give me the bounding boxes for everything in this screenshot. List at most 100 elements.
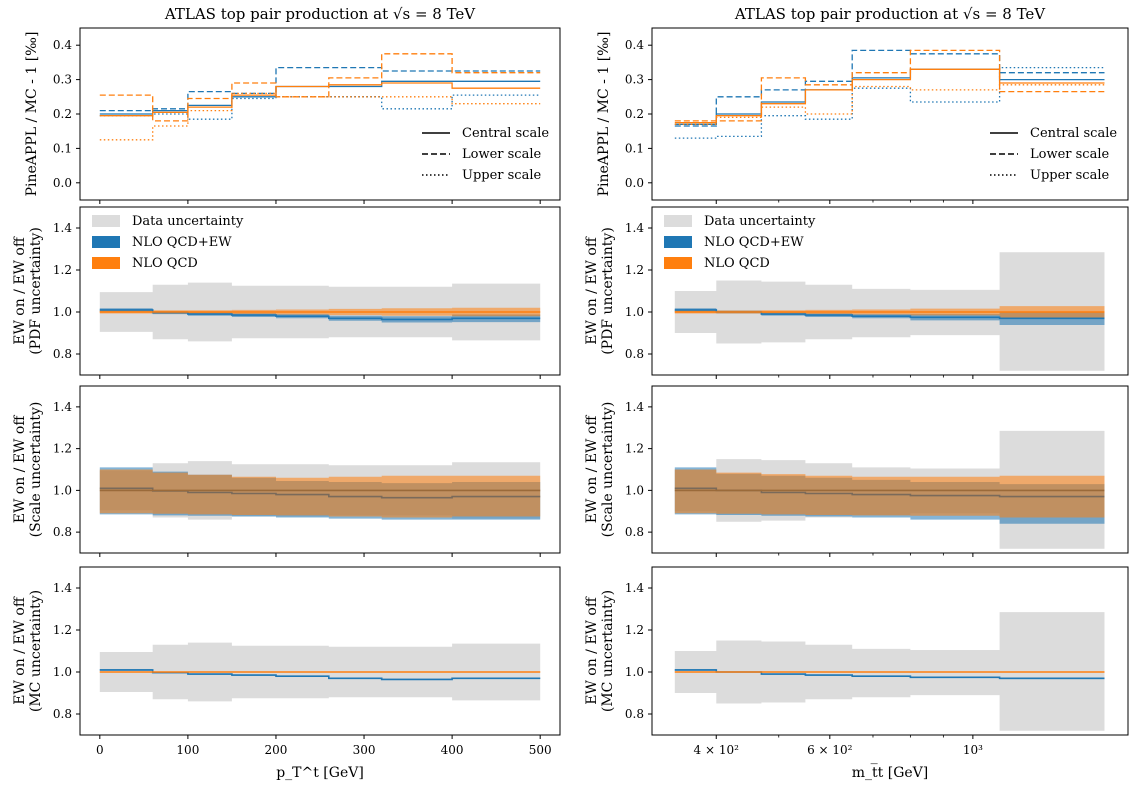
panel-title: ATLAS top pair production at √s = 8 TeV [164,5,476,23]
series-qcd-ew-upper [674,66,1105,139]
series-qcd-lower [99,53,541,122]
legend-label: Data uncertainty [132,214,244,229]
y-axis-label: EW on / EW off [584,236,600,345]
x-tick-label: 4 × 10² [694,743,740,757]
series-qcd-upper [674,84,1105,125]
axes-frame [79,385,561,554]
y-tick-label: 1.0 [625,305,644,319]
y-tick-label: 1.2 [625,623,644,637]
panel-title: ATLAS top pair production at √s = 8 TeV [734,5,1046,23]
panel-right-mc: 0.8 1.0 1.2 1.4 EW on / EW off (MC uncertaint… [584,566,1129,781]
panel-left-pdf: Data uncertainty NLO QCD+EW NLO QCD 0.8 1.0 1… [12,206,561,379]
y-tick-label: 1.4 [53,221,72,235]
panel-left-top: Central scale Lower scale Upper scale 0.0 0.… [24,5,561,204]
y-tick-label: 0.4 [625,38,644,52]
legend-label: Data uncertainty [704,214,816,229]
legend-label: NLO QCD+EW [132,235,232,250]
axes-frame [651,566,1129,736]
y-tick-label: 1.2 [53,623,72,637]
legend-swatch [664,236,692,248]
y-tick-label: 0.1 [625,141,644,155]
panel-left-scale: 0.8 1.0 1.2 1.4 EW on / EW off (Scale uncerta… [12,385,561,557]
y-tick-label: 0.8 [625,347,644,361]
y-axis-label-sub: (PDF uncertainty) [600,227,616,355]
legend-label: Lower scale [1030,147,1109,162]
y-tick-label: 0.2 [53,107,72,121]
x-tick-label: 6 × 10² [807,743,853,757]
legend-swatch [664,257,692,269]
series-qcd-ew-upper [99,94,541,120]
y-tick-label: 0.3 [625,73,644,87]
legend-label: Central scale [462,126,549,141]
legend-swatch [92,257,120,269]
series-qcd-central [674,68,1105,124]
y-tick-label: 1.4 [625,221,644,235]
x-axis-label: p_T^t [GeV] [276,765,364,781]
y-axis-label: PineAPPL / MC - 1 [‰] [596,32,612,197]
series-qcd-lower [674,49,1105,122]
legend-label: NLO QCD [132,256,198,271]
legend-swatch [92,236,120,248]
x-tick-label: 200 [265,743,288,757]
legend-label: NLO QCD+EW [704,235,804,250]
series-qcd-ew-central [99,80,541,115]
x-tick-label: 100 [176,743,199,757]
y-axis-label: EW on / EW off [584,415,600,524]
y-tick-label: 1.0 [625,665,644,679]
y-axis-label-sub: (MC uncertainty) [600,590,616,712]
y-axis-label: PineAPPL / MC - 1 [‰] [24,32,40,197]
y-axis-label: EW on / EW off [12,415,28,524]
y-axis-label: EW on / EW off [584,596,600,705]
y-axis-label-sub: (Scale uncertainty) [28,402,44,538]
axes-frame [79,566,561,736]
y-tick-label: 0.8 [625,525,644,539]
legend-label: Upper scale [462,168,542,183]
y-axis-label: EW on / EW off [12,596,28,705]
x-tick-label: 500 [529,743,552,757]
y-axis-label-sub: (MC uncertainty) [28,590,44,712]
legend-label: NLO QCD [704,256,770,271]
x-tick-label: 300 [353,743,376,757]
panel-right-top: Central scale Lower scale Upper scale 0.0 0.… [596,5,1129,204]
x-axis-label: m_t̅t [GeV] [852,762,928,781]
axes-frame [79,206,561,376]
y-tick-label: 1.2 [53,442,72,456]
series-qcd-upper [99,92,541,141]
axes-frame [651,385,1129,554]
y-tick-label: 0.1 [53,141,72,155]
axes-frame [651,206,1129,376]
y-tick-label: 0.0 [625,176,644,190]
y-tick-label: 0.8 [53,707,72,721]
panel-left-mc: 0.8 1.0 1.2 1.4 EW on / EW off (MC uncertaint… [12,566,561,781]
y-tick-label: 0.8 [53,347,72,361]
y-tick-label: 1.2 [53,263,72,277]
band-qcd [674,469,1105,518]
y-tick-label: 0.8 [53,525,72,539]
y-tick-label: 1.2 [625,442,644,456]
y-tick-label: 1.0 [53,483,72,497]
series-qcd-ew-lower [674,49,1105,127]
y-axis-label-sub: (PDF uncertainty) [28,227,44,355]
y-tick-label: 0.3 [53,73,72,87]
y-tick-label: 1.4 [625,581,644,595]
y-tick-label: 0.4 [53,38,72,52]
legend-label: Upper scale [1030,168,1110,183]
legend-swatch [664,215,692,227]
legend-label: Central scale [1030,126,1117,141]
y-axis-label: EW on / EW off [12,236,28,345]
y-tick-label: 1.4 [625,400,644,414]
y-tick-label: 1.0 [625,483,644,497]
x-tick-label: 10³ [963,743,983,757]
legend-label: Lower scale [462,147,541,162]
y-tick-label: 0.2 [625,107,644,121]
x-tick-label: 400 [441,743,464,757]
legend-swatch [92,215,120,227]
band-qcd [99,469,541,518]
y-tick-label: 0.8 [625,707,644,721]
x-tick-label: 0 [96,743,104,757]
panel-right-pdf: Data uncertainty NLO QCD+EW NLO QCD 0.8 1.0 1… [584,206,1129,379]
y-axis-label-sub: (Scale uncertainty) [600,402,616,538]
y-tick-label: 0.0 [53,176,72,190]
series-qcd-ew-lower [99,66,541,112]
